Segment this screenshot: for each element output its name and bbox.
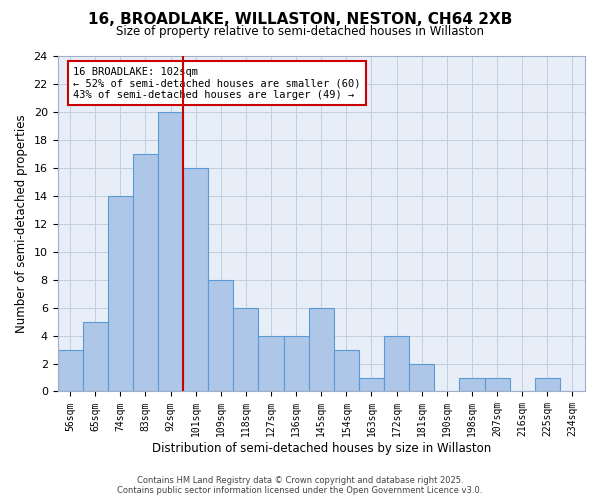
X-axis label: Distribution of semi-detached houses by size in Willaston: Distribution of semi-detached houses by … xyxy=(152,442,491,455)
Bar xyxy=(208,280,233,392)
Bar xyxy=(284,336,309,392)
Bar xyxy=(133,154,158,392)
Bar xyxy=(334,350,359,392)
Bar xyxy=(384,336,409,392)
Bar xyxy=(309,308,334,392)
Bar xyxy=(485,378,509,392)
Y-axis label: Number of semi-detached properties: Number of semi-detached properties xyxy=(15,114,28,334)
Bar xyxy=(108,196,133,392)
Bar xyxy=(58,350,83,392)
Bar xyxy=(460,378,485,392)
Text: 16 BROADLAKE: 102sqm
← 52% of semi-detached houses are smaller (60)
43% of semi-: 16 BROADLAKE: 102sqm ← 52% of semi-detac… xyxy=(73,66,361,100)
Bar xyxy=(183,168,208,392)
Bar xyxy=(359,378,384,392)
Bar xyxy=(259,336,284,392)
Bar xyxy=(409,364,434,392)
Text: Contains HM Land Registry data © Crown copyright and database right 2025.
Contai: Contains HM Land Registry data © Crown c… xyxy=(118,476,482,495)
Bar xyxy=(83,322,108,392)
Text: 16, BROADLAKE, WILLASTON, NESTON, CH64 2XB: 16, BROADLAKE, WILLASTON, NESTON, CH64 2… xyxy=(88,12,512,28)
Bar xyxy=(535,378,560,392)
Bar xyxy=(158,112,183,392)
Text: Size of property relative to semi-detached houses in Willaston: Size of property relative to semi-detach… xyxy=(116,25,484,38)
Bar xyxy=(233,308,259,392)
